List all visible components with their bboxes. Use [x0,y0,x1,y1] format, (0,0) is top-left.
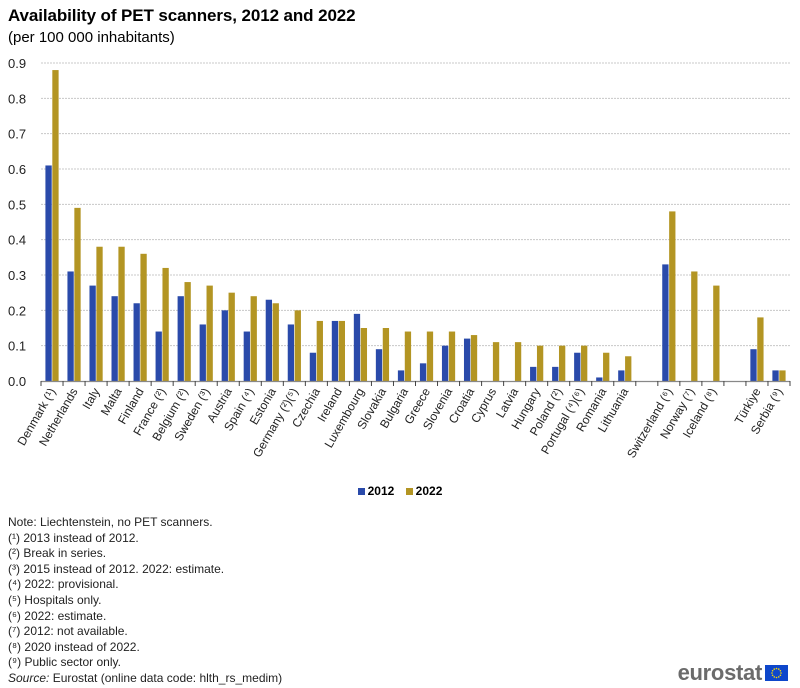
y-tick-label: 0.0 [8,374,26,389]
bar-2012 [265,299,273,381]
eu-flag-icon [765,665,788,681]
y-tick-label: 0.4 [8,233,26,248]
footnote-9: (⁹) Public sector only. [8,655,121,670]
footnote-1: (¹) 2013 instead of 2012. [8,530,139,545]
y-tick-label: 0.2 [8,303,26,318]
bar-2022 [713,285,720,381]
y-tick-label: 0.8 [8,91,26,106]
footnote-5: (⁵) Hospitals only. [8,592,102,607]
bar-2012 [441,345,449,381]
bar-2022 [360,328,368,381]
y-tick-label: 0.1 [8,339,26,354]
bar-2022 [514,342,522,381]
bar-2012 [353,313,361,381]
footnote-2: (²) Break in series. [8,546,107,561]
logo-text: eurostat [677,660,763,685]
bar-2022 [294,310,301,381]
bar-2012 [596,377,603,381]
bar-2012 [199,324,206,381]
bar-2022 [228,292,235,381]
bar-2022 [581,345,588,381]
bar-2022 [162,267,169,381]
bar-2012 [45,165,52,381]
bar-2022 [74,207,81,381]
legend-item-2012: 2012 [357,484,395,498]
bar-2012 [618,370,625,381]
bar-2022 [338,320,345,381]
source-line: Source: Eurostat (online data code: hlth… [8,671,282,687]
bar-2012 [287,324,295,381]
footnote-8: (⁸) 2020 instead of 2022. [8,639,140,654]
bar-2012 [552,366,559,381]
y-tick-label: 0.3 [8,268,26,283]
bar-2012 [155,331,162,381]
bar-2022 [448,331,456,381]
source-text: Eurostat (online data code: hlth_rs_medi… [49,670,283,685]
bar-2022 [669,211,676,381]
note-line: Note: Liechtenstein, no PET scanners. [8,515,213,529]
chart-title: Availability of PET scanners, 2012 and 2… [8,6,356,25]
bar-2022 [382,328,390,381]
bar-2012 [177,296,184,381]
bar-2022 [272,303,279,381]
bar-2022 [492,342,500,381]
bar-2022 [779,370,786,381]
legend: 2012 2022 [0,484,800,498]
bar-2022 [757,317,764,381]
bar-2022 [316,320,323,381]
bar-2022 [96,246,103,381]
y-tick-label: 0.7 [8,127,26,142]
legend-swatch-2012 [357,488,365,495]
y-tick-label: 0.9 [8,56,26,71]
bar-2012 [331,320,339,381]
bar-2022 [184,282,191,381]
bar-2022 [536,345,544,381]
bar-2012 [89,285,96,381]
bar-2012 [243,331,250,381]
legend-label-2022: 2022 [415,484,443,498]
legend-swatch-2022 [405,488,413,495]
bar-2012 [375,349,383,381]
bar-2022 [625,356,632,381]
legend-label-2012: 2012 [367,484,395,498]
bar-2022 [426,331,434,381]
footnote-7: (⁷) 2012: not available. [8,624,128,639]
y-tick-label: 0.5 [8,197,26,212]
footnote-3: (³) 2015 instead of 2012. 2022: estimate… [8,561,225,576]
bar-2012 [309,352,317,381]
legend-item-2022: 2022 [405,484,443,498]
eurostat-logo: eurostat [678,660,788,686]
bar-2012 [397,370,405,381]
bar-2022 [603,352,610,381]
bar-2012 [772,370,779,381]
source-label: Source: [8,670,50,685]
bar-2022 [118,246,125,381]
bar-2022 [404,331,412,381]
footnote-4: (⁴) 2022: provisional. [8,577,119,592]
y-tick-label: 0.6 [8,162,26,177]
bar-2012 [530,366,537,381]
footnote-6: (⁶) 2022: estimate. [8,608,107,623]
bar-2022 [206,285,213,381]
chart-subtitle: (per 100 000 inhabitants) [8,29,175,46]
bar-2022 [52,70,59,382]
bar-2012 [662,264,669,381]
bar-2022 [558,345,566,381]
bar-2012 [67,271,74,381]
footnotes: Note: Liechtenstein, no PET scanners. (¹… [8,515,282,687]
bar-2022 [140,253,147,381]
bar-2022 [250,296,257,381]
bar-2012 [750,349,757,381]
bar-2012 [133,303,140,381]
bar-2012 [574,352,581,381]
bar-2012 [111,296,118,381]
bar-2012 [221,310,228,381]
bar-2012 [419,363,427,381]
bar-2022 [470,335,478,381]
bar-2022 [691,271,698,381]
bar-2012 [463,338,471,381]
